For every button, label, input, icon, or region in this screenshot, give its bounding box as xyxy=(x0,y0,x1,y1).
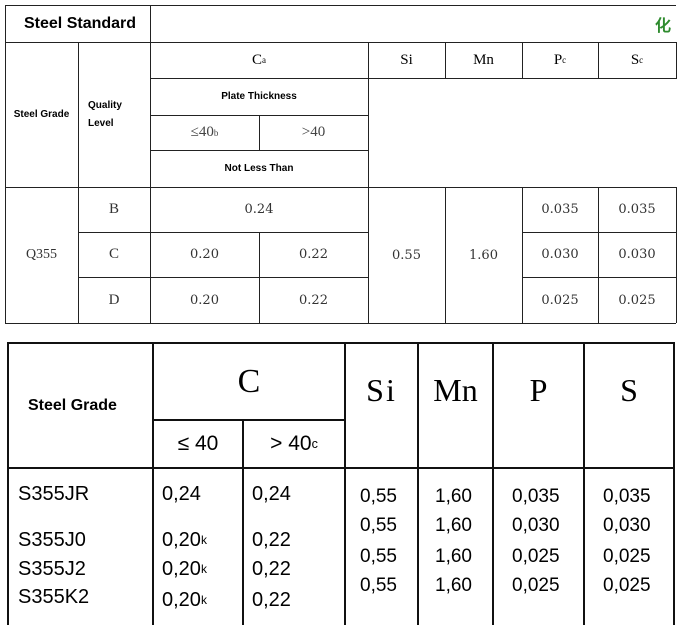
bottom-si-s355k2: 0,55 xyxy=(360,575,397,596)
bottom-si-s355j0: 0,55 xyxy=(360,515,397,536)
bottom-si-header: Si xyxy=(366,371,397,408)
bottom-mn-s355j0: 1,60 xyxy=(435,515,472,536)
bottom-grade-s355j0: S355J0 xyxy=(18,528,86,551)
bottom-p-s355k2: 0,025 xyxy=(512,575,560,596)
bottom-mn-s355k2: 1,60 xyxy=(435,575,472,596)
bottom-p-s355j0: 0,030 xyxy=(512,515,560,536)
bottom-c-gt40-s355j2: 0,22 xyxy=(252,557,291,580)
top-grade-q355: Q355 xyxy=(25,247,58,262)
top-c-le40-c: 0.20 xyxy=(190,247,219,262)
clipped-heading: 化 xyxy=(655,15,672,35)
top-c-le40-d: 0.20 xyxy=(190,292,219,308)
top-c-gt40-d: 0.22 xyxy=(299,292,328,308)
top-c-b: 0.24 xyxy=(244,202,274,217)
bottom-p-header: P xyxy=(529,371,548,408)
bottom-c-le40-s355k2: 0,20 k xyxy=(162,588,207,611)
top-le40-header: ≤40 b xyxy=(190,124,219,140)
plate-thickness-header: Plate Thickness xyxy=(221,91,297,102)
top-c-gt40-c: 0.22 xyxy=(299,247,328,262)
bottom-c-gt40-s355jr: 0,24 xyxy=(252,482,291,505)
top-s-b: 0.035 xyxy=(618,202,656,217)
top-level-c: C xyxy=(108,246,119,262)
bottom-grade-s355k2: S355K2 xyxy=(18,585,90,608)
bottom-c-le40-s355j2: 0,20 k xyxy=(162,557,207,580)
bottom-s-header: S xyxy=(620,371,638,408)
top-mn-value: 1.60 xyxy=(469,247,498,263)
bottom-steel-grade-header: Steel Grade xyxy=(28,396,117,414)
bottom-c-gt40-s355k2: 0,22 xyxy=(252,588,291,611)
bottom-s-s355jr: 0,035 xyxy=(603,486,651,507)
top-level-d: D xyxy=(108,291,120,308)
top-mn-header: Mn xyxy=(473,51,494,68)
top-gt40-header: >40 xyxy=(301,124,326,140)
top-s-d: 0.025 xyxy=(618,292,656,308)
top-p-c: 0.030 xyxy=(541,247,579,262)
top-level-b: B xyxy=(108,201,119,217)
bottom-grade-s355jr: S355JR xyxy=(18,482,90,505)
top-p-b: 0.035 xyxy=(541,202,579,217)
bottom-si-s355j2: 0,55 xyxy=(360,546,397,567)
bottom-le40-header: ≤ 40 xyxy=(177,432,219,455)
bottom-gt40-header: > 40 c xyxy=(270,432,318,455)
top-steel-grade-header: Steel Grade xyxy=(13,109,70,120)
bottom-p-s355jr: 0,035 xyxy=(512,486,560,507)
not-less-than-header: Not Less Than xyxy=(224,163,294,174)
bottom-s-s355k2: 0,025 xyxy=(603,575,651,596)
bottom-grade-s355j2: S355J2 xyxy=(18,557,86,580)
bottom-mn-s355jr: 1,60 xyxy=(435,486,472,507)
bottom-c-gt40-s355j0: 0,22 xyxy=(252,528,291,551)
bottom-s-s355j2: 0,025 xyxy=(603,546,651,567)
bottom-c-le40-s355jr: 0,24 xyxy=(162,482,201,505)
bottom-mn-s355j2: 1,60 xyxy=(435,546,472,567)
top-s-c: 0.030 xyxy=(618,247,656,262)
top-table-title: Steel Standard xyxy=(24,14,137,32)
bottom-c-header: C xyxy=(237,362,261,400)
bottom-s-s355j0: 0,030 xyxy=(603,515,651,536)
bottom-mn-header: Mn xyxy=(433,371,478,408)
bottom-p-s355j2: 0,025 xyxy=(512,546,560,567)
top-si-header: Si xyxy=(400,51,413,68)
bottom-si-s355jr: 0,55 xyxy=(360,486,397,507)
top-si-value: 0.55 xyxy=(392,247,421,263)
top-p-d: 0.025 xyxy=(541,292,579,308)
bottom-c-le40-s355j0: 0,20 k xyxy=(162,528,207,551)
top-quality-level-header: Quality Level xyxy=(88,99,122,129)
